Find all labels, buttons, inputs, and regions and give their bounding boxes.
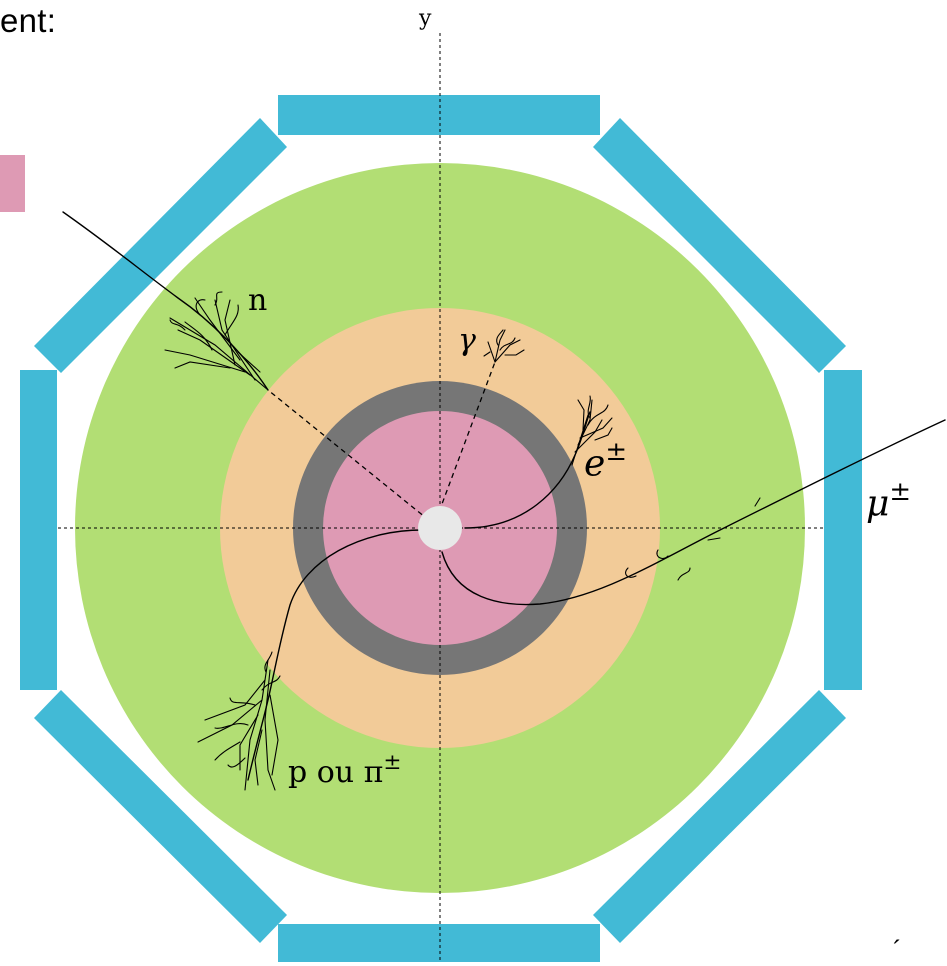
y-axis-label: y bbox=[419, 6, 432, 31]
neutron-incoming-line bbox=[62, 211, 269, 391]
muon-chamber-top-left bbox=[34, 118, 287, 373]
muon-chamber-bottom-left bbox=[34, 690, 287, 943]
neutron-path bbox=[267, 389, 437, 527]
muon-chamber-left bbox=[20, 370, 57, 690]
muon-chamber-right bbox=[824, 370, 862, 690]
charged-tracks bbox=[62, 211, 946, 781]
muon-chamber-top-right bbox=[593, 118, 846, 373]
header-text-fragment: ent: bbox=[0, 2, 57, 39]
electron-label-base: e bbox=[584, 443, 606, 485]
muon-chambers bbox=[20, 95, 862, 962]
hadron-track bbox=[247, 529, 424, 781]
hadron-shower bbox=[197, 651, 281, 791]
electron-label: e± bbox=[584, 437, 628, 485]
hadron-label: p ou π± bbox=[288, 752, 401, 788]
photon-label: γ bbox=[458, 323, 476, 358]
muon-label-base: μ bbox=[866, 483, 890, 525]
showers bbox=[164, 291, 761, 791]
muon-label: μ± bbox=[866, 477, 912, 525]
muon-chamber-bottom bbox=[278, 924, 600, 962]
electron-track bbox=[464, 411, 591, 529]
photon-shower bbox=[483, 329, 525, 363]
hadron-label-base: p ou π bbox=[288, 754, 384, 790]
tracker-legend-swatch bbox=[0, 155, 25, 212]
muon-track bbox=[441, 419, 946, 606]
corner-accent-mark: ´ bbox=[893, 935, 902, 965]
photon-path bbox=[435, 361, 496, 521]
muon-ticks bbox=[625, 497, 761, 581]
electron-shower bbox=[571, 395, 613, 466]
axes bbox=[58, 33, 824, 962]
muon-chamber-top bbox=[278, 95, 600, 135]
muon-label-sup: ± bbox=[889, 477, 912, 507]
beam-pipe bbox=[418, 506, 462, 550]
neutron-shower bbox=[164, 291, 269, 391]
neutral-paths bbox=[267, 361, 496, 527]
electron-label-sup: ± bbox=[605, 437, 628, 467]
hadron-label-sup: ± bbox=[383, 750, 402, 775]
neutron-label: n bbox=[248, 283, 268, 318]
muon-chamber-bottom-right bbox=[593, 690, 846, 943]
